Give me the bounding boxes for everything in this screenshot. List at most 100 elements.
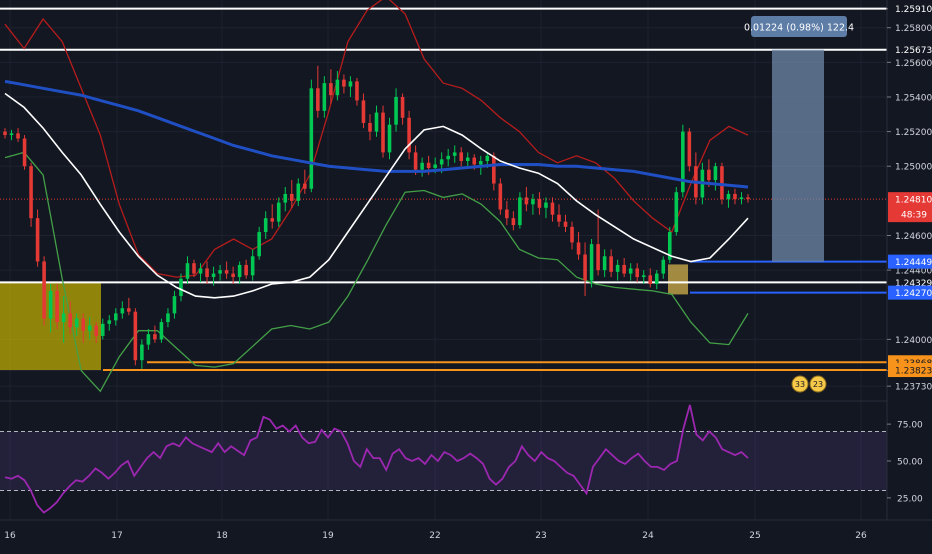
last-price-badge (888, 192, 932, 223)
candle-body (739, 197, 744, 200)
candle-body (140, 344, 144, 361)
time-tick-label: 24 (642, 531, 654, 541)
candle-body (35, 218, 40, 262)
candle-body (550, 202, 555, 215)
candle-body (654, 273, 659, 284)
bollinger-upper-band (4, 0, 749, 278)
candle-body (589, 244, 594, 281)
candle-body (492, 155, 496, 184)
measure-tool[interactable]: 0.01224 (0.98%) 122.4 33 23 (744, 16, 854, 393)
last-price-label: 1.24810 (895, 196, 932, 206)
rsi-panel (0, 404, 887, 514)
candle-body (674, 192, 679, 233)
candle-body (263, 218, 268, 233)
candle-body (628, 268, 633, 274)
candle-body (198, 268, 203, 274)
level-price-label: 1.24270 (895, 289, 932, 299)
candle-body (3, 131, 7, 136)
candle-body (570, 226, 574, 243)
candle-body (485, 155, 490, 162)
countdown-label: 48:39 (901, 211, 927, 221)
candle-body (55, 290, 59, 323)
candle-body (505, 209, 509, 219)
candle-body (426, 162, 431, 168)
horizontal-levels (0, 7, 887, 372)
candle-body (100, 323, 105, 336)
moving-averages (4, 79, 749, 299)
candle-body (322, 83, 327, 111)
sma-line (4, 92, 749, 299)
time-tick-label: 18 (216, 531, 228, 541)
price-axis: 1.25910 1.25800 1.25600 1.25400 1.25200 1.250… (886, 0, 932, 520)
candle-body (407, 117, 411, 153)
candle-body (446, 155, 450, 160)
ema-line (4, 79, 749, 189)
candle-body (648, 275, 653, 284)
price-tick-label: 1.25600 (895, 59, 932, 69)
candle-body (602, 256, 607, 271)
price-tick-label: 1.24000 (895, 336, 932, 346)
candle-body (348, 81, 353, 87)
candle-body (583, 254, 587, 281)
candle-body (687, 131, 692, 167)
level-price-badge (888, 254, 932, 269)
candle-body (16, 133, 20, 139)
time-axis-background (0, 520, 932, 550)
candle-body (250, 256, 255, 276)
candle-body (166, 313, 170, 323)
candle-body (681, 131, 685, 193)
candle-body (368, 122, 372, 132)
rsi-tick-label: 25.00 (897, 494, 923, 504)
time-tick-label: 17 (111, 531, 122, 541)
time-tick-label: 19 (322, 531, 334, 541)
candle-body (557, 214, 561, 222)
time-tick-label: 23 (535, 531, 546, 541)
level-price-label: 1.23823 (895, 367, 932, 377)
candle-body (713, 166, 718, 181)
level-price-label: 1.24329 (895, 279, 932, 289)
candle-body (596, 244, 600, 271)
candle-body (329, 83, 333, 96)
candle-body (746, 197, 750, 200)
candle-body (120, 308, 125, 314)
candle-body (185, 263, 190, 279)
candle-body (303, 183, 307, 189)
candle-body (127, 308, 131, 312)
candle-body (720, 166, 724, 200)
candle-body (707, 169, 711, 181)
bollinger-lower-band (4, 151, 749, 393)
rsi-tick-label: 50.00 (897, 458, 923, 468)
small-zone-box (668, 264, 688, 295)
candle-body (622, 264, 626, 274)
candle-body (472, 157, 477, 165)
event-badge-label: 33 (795, 380, 805, 389)
candle-body (452, 152, 457, 156)
level-price-badge (888, 285, 932, 300)
candle-body (511, 218, 516, 226)
event-badge (809, 375, 827, 393)
candle-body (179, 278, 183, 297)
candles (3, 65, 750, 369)
candle-body (61, 313, 66, 323)
price-tick-label: 1.25200 (895, 128, 932, 138)
event-badge-label: 23 (813, 380, 823, 389)
candle-body (172, 296, 177, 314)
candle-body (159, 322, 164, 340)
candle-body (439, 159, 444, 165)
candle-body (537, 199, 542, 208)
candle-body (361, 100, 366, 123)
rsi-band (0, 431, 887, 491)
candle-body (726, 193, 731, 200)
price-tick-label: 1.25000 (895, 163, 932, 173)
candle-body (381, 112, 385, 153)
measure-label-box (751, 16, 847, 37)
candle-body (342, 79, 346, 87)
candle-body (296, 183, 301, 201)
price-tick-label: 1.23730 (895, 383, 932, 393)
rsi-tick-label: 75.00 (897, 421, 923, 431)
price-tick-label: 1.25800 (895, 24, 932, 34)
candle-body (68, 313, 72, 328)
candle-body (465, 157, 470, 162)
